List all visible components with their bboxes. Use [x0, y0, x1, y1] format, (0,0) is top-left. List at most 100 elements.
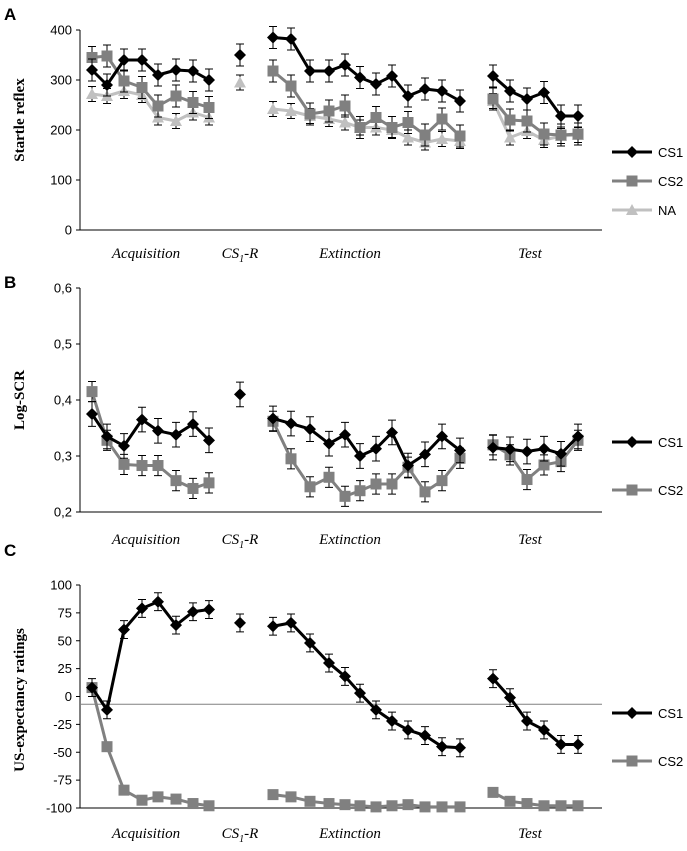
data-point [487, 786, 499, 798]
panel-letter-b: B [4, 273, 16, 292]
data-point [555, 738, 567, 751]
data-point [436, 113, 448, 125]
csr-suffix: -R [244, 826, 258, 842]
data-point [436, 133, 448, 144]
data-point [521, 115, 533, 127]
legend-label: CS2 [658, 754, 683, 769]
data-point [152, 791, 164, 803]
legend-label: CS1 [658, 145, 683, 160]
legend-marker [626, 484, 638, 496]
data-point [504, 443, 516, 456]
data-point [203, 102, 215, 113]
series-line-extinction [272, 36, 461, 103]
legend-label: CS2 [658, 174, 683, 189]
data-point [285, 417, 297, 430]
series-line-extinction [272, 417, 461, 468]
data-point [419, 729, 431, 742]
data-point [555, 110, 567, 122]
data-point [86, 408, 98, 420]
data-point [304, 795, 316, 807]
data-point [521, 445, 533, 458]
data-point [234, 49, 246, 61]
legend-marker [626, 175, 638, 187]
data-point [86, 681, 98, 694]
csr-main: CS [222, 532, 240, 548]
data-point [339, 116, 351, 128]
data-point [454, 741, 466, 754]
y-tick-label: -50 [53, 745, 72, 760]
data-point [354, 122, 366, 133]
data-point [101, 430, 113, 443]
panel-c: C US-expectancy ratings -100 -75 -50 -25 0 25… [4, 541, 683, 845]
data-point [504, 85, 516, 97]
data-point [304, 108, 316, 120]
legend-label: CS1 [658, 435, 683, 450]
data-point [152, 595, 164, 608]
data-point [187, 482, 199, 494]
phase-label-test: Test [518, 532, 542, 548]
data-point [118, 439, 130, 452]
data-point [402, 117, 414, 128]
csr-sub: 1 [239, 254, 244, 265]
data-point [454, 444, 466, 457]
data-point [339, 670, 351, 683]
data-point [152, 100, 164, 112]
phase-label-cs1r: CS1-R [222, 826, 259, 845]
data-point [354, 485, 366, 497]
phase-label-extinction: Extinction [318, 826, 381, 842]
phase-label-test: Test [518, 246, 542, 262]
data-point [521, 474, 533, 486]
data-point [170, 115, 182, 126]
data-point [555, 447, 567, 460]
data-point [487, 93, 499, 105]
phase-labels: Acquisition CS1-R Extinction Test [111, 826, 543, 845]
y-tick-label: -25 [53, 717, 72, 732]
data-point [538, 128, 550, 140]
data-point [267, 789, 279, 801]
data-point [370, 801, 382, 813]
data-point [136, 794, 148, 806]
legend-marker [626, 204, 638, 215]
panel-letter-c: C [4, 541, 16, 560]
y-tick-label: 0,5 [54, 337, 72, 352]
marks [86, 592, 584, 813]
data-point [538, 442, 550, 455]
data-point [419, 801, 431, 813]
csr-main: CS [222, 246, 240, 262]
data-point [386, 478, 398, 490]
data-point [323, 65, 335, 77]
panel-letter-a: A [4, 5, 16, 24]
y-axis-label: Startle reflex [12, 78, 28, 162]
y-tick-label: 0 [65, 689, 72, 704]
data-point [339, 428, 351, 441]
y-tick-label: 100 [50, 578, 72, 593]
data-point [487, 672, 499, 685]
data-point [504, 114, 516, 126]
data-point [402, 799, 414, 811]
data-point [323, 798, 335, 810]
panel-b: B Log-SCR 0,2 0,3 0,4 0,5 0,6 Acquisition CS… [4, 273, 683, 551]
csr-main: CS [222, 826, 240, 842]
data-point [354, 71, 366, 84]
data-point [136, 460, 148, 472]
data-point [419, 486, 431, 498]
data-point [285, 616, 297, 629]
data-point [234, 388, 246, 401]
axes: -100 -75 -50 -25 0 25 50 75 100 [46, 578, 602, 816]
data-point [339, 100, 351, 112]
legend-item-cs1: CS1 [612, 706, 683, 721]
data-point [370, 112, 382, 123]
series-cs2 [86, 381, 584, 507]
legend-item-cs2: CS2 [612, 754, 683, 769]
data-point [354, 450, 366, 462]
data-point [285, 791, 297, 803]
data-point [370, 703, 382, 716]
legend-label: CS1 [658, 706, 683, 721]
data-point [136, 413, 148, 426]
data-point [436, 475, 448, 487]
series-line-test [492, 74, 578, 118]
data-point [170, 793, 182, 805]
data-point [101, 741, 113, 753]
legend-item-cs2: CS2 [612, 174, 683, 189]
data-point [203, 74, 215, 86]
